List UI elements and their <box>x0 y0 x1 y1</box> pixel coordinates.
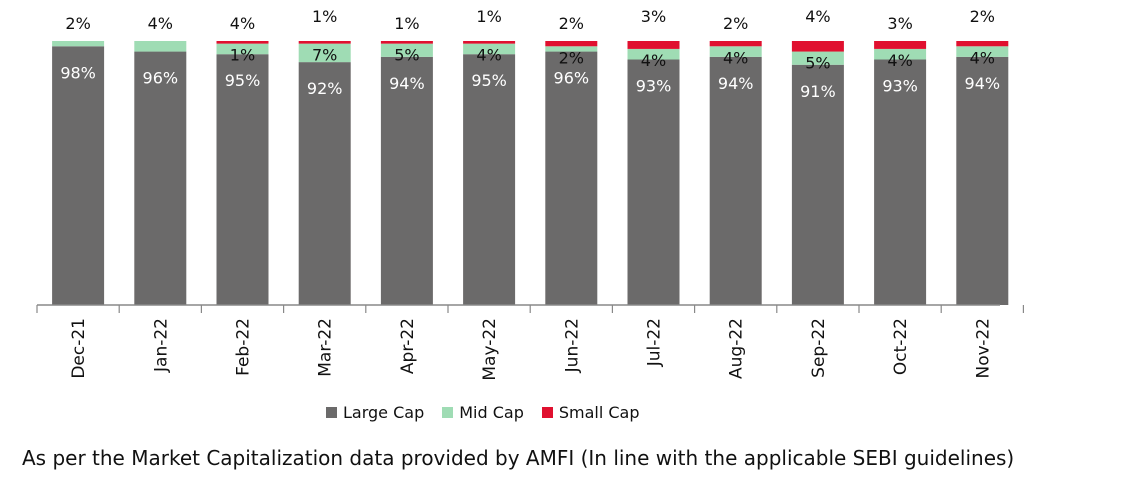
data-label-mid-cap: 5% <box>394 46 419 65</box>
data-label-mid-cap: 4% <box>970 48 995 67</box>
bar-large-cap-9 <box>791 64 844 305</box>
footnote: As per the Market Capitalization data pr… <box>22 446 1015 470</box>
data-label-small-cap: 3% <box>641 7 666 26</box>
bar-large-cap-10 <box>874 59 927 306</box>
bar-small-cap-9 <box>791 41 844 52</box>
legend-label: Mid Cap <box>459 403 524 422</box>
data-label-small-cap: 2% <box>65 14 90 33</box>
x-tick-label: Jun-22 <box>562 318 582 373</box>
x-tick-label: Jan-22 <box>151 318 171 373</box>
legend: Large Cap Mid Cap Small Cap <box>326 403 640 422</box>
bar-small-cap-11 <box>956 41 1009 47</box>
data-label-large-cap: 94% <box>718 74 754 93</box>
bar-mid-cap-2 <box>216 43 269 55</box>
bar-large-cap-7 <box>627 59 680 306</box>
bar-large-cap-6 <box>545 51 598 306</box>
data-label-large-cap: 93% <box>636 76 672 95</box>
data-label-large-cap: 92% <box>307 79 343 98</box>
legend-swatch <box>541 407 553 418</box>
data-label-small-cap: 4% <box>805 7 830 26</box>
data-label-mid-cap: 4% <box>641 51 666 70</box>
x-tick-label: Jul-22 <box>645 318 665 367</box>
data-label-small-cap: 4% <box>230 14 255 33</box>
bar-large-cap-8 <box>709 56 762 306</box>
bar-mid-cap-9 <box>791 51 844 65</box>
data-label-small-cap: 3% <box>887 14 912 33</box>
data-label-large-cap: 95% <box>471 71 507 90</box>
data-label-small-cap: 4% <box>148 14 173 33</box>
bar-large-cap-11 <box>956 56 1009 306</box>
data-label-mid-cap: 1% <box>230 46 255 65</box>
data-label-mid-cap: 2% <box>559 48 584 67</box>
data-label-mid-cap: 4% <box>723 48 748 67</box>
bar-large-cap-0 <box>52 46 105 305</box>
bar-large-cap-2 <box>216 54 269 306</box>
data-label-small-cap: 2% <box>559 14 584 33</box>
data-label-mid-cap: 4% <box>476 46 501 65</box>
x-tick-label: Oct-22 <box>891 318 911 375</box>
data-label-large-cap: 93% <box>882 76 918 95</box>
legend-item-mid-cap: Mid Cap <box>442 403 524 422</box>
bar-small-cap-7 <box>627 41 680 49</box>
stacked-bar-chart: Dec-21 Jan-22 Feb-22 Mar-22 Apr-22 May-22 Jun-… <box>36 7 1025 381</box>
data-label-small-cap: 2% <box>970 7 995 26</box>
data-label-mid-cap: 5% <box>805 54 830 73</box>
x-tick-label: Nov-22 <box>973 318 993 379</box>
data-label-mid-cap: 7% <box>312 46 337 65</box>
bar-small-cap-6 <box>545 41 598 47</box>
legend-swatch <box>326 407 337 418</box>
x-tick-label: Dec-21 <box>69 318 89 379</box>
x-tick-label: Mar-22 <box>316 318 336 377</box>
bar-mid-cap-3 <box>298 43 351 63</box>
x-tick-label: Apr-22 <box>398 318 418 374</box>
data-label-small-cap: 1% <box>312 7 337 26</box>
bar-small-cap-5 <box>463 41 516 44</box>
data-label-large-cap: 94% <box>389 74 425 93</box>
data-label-small-cap: 1% <box>476 7 501 26</box>
legend-item-large-cap: Large Cap <box>326 403 424 422</box>
bar-mid-cap-4 <box>380 43 433 57</box>
bar-large-cap-4 <box>380 56 433 306</box>
bar-small-cap-2 <box>216 41 269 44</box>
bar-mid-cap-11 <box>956 46 1009 57</box>
x-tick-label: Aug-22 <box>727 318 747 379</box>
data-label-large-cap: 98% <box>60 63 96 82</box>
bar-large-cap-1 <box>134 51 187 306</box>
data-label-large-cap: 96% <box>554 69 590 88</box>
x-tick-label: May-22 <box>480 318 500 381</box>
data-label-small-cap: 1% <box>394 14 419 33</box>
bar-small-cap-3 <box>298 41 351 44</box>
data-label-large-cap: 91% <box>800 82 836 101</box>
data-label-small-cap: 2% <box>723 14 748 33</box>
bar-mid-cap-5 <box>463 43 516 55</box>
data-label-large-cap: 96% <box>143 69 179 88</box>
data-label-large-cap: 94% <box>965 74 1001 93</box>
bar-mid-cap-10 <box>874 48 927 60</box>
bar-mid-cap-1 <box>134 41 187 52</box>
legend-swatch <box>442 407 454 418</box>
legend-item-small-cap: Small Cap <box>541 403 640 422</box>
data-label-mid-cap: 4% <box>887 51 912 70</box>
bar-small-cap-8 <box>709 41 762 47</box>
data-label-large-cap: 95% <box>225 71 261 90</box>
bar-small-cap-4 <box>380 41 433 44</box>
bar-mid-cap-0 <box>52 41 105 47</box>
x-tick-label: Feb-22 <box>234 318 254 376</box>
bar-mid-cap-8 <box>709 46 762 57</box>
bar-small-cap-10 <box>874 41 927 49</box>
bar-large-cap-5 <box>463 54 516 306</box>
legend-label: Small Cap <box>558 403 640 422</box>
x-tick-label: Sep-22 <box>809 318 829 378</box>
bar-mid-cap-7 <box>627 48 680 60</box>
legend-label: Large Cap <box>343 403 425 422</box>
bar-mid-cap-6 <box>545 46 598 52</box>
bar-large-cap-3 <box>298 62 351 306</box>
